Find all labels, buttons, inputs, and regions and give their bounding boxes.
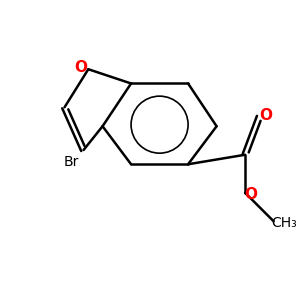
Text: O: O xyxy=(244,187,257,202)
Text: Br: Br xyxy=(64,155,79,169)
Text: O: O xyxy=(74,60,87,75)
Text: O: O xyxy=(259,108,272,123)
Text: CH₃: CH₃ xyxy=(272,216,297,230)
